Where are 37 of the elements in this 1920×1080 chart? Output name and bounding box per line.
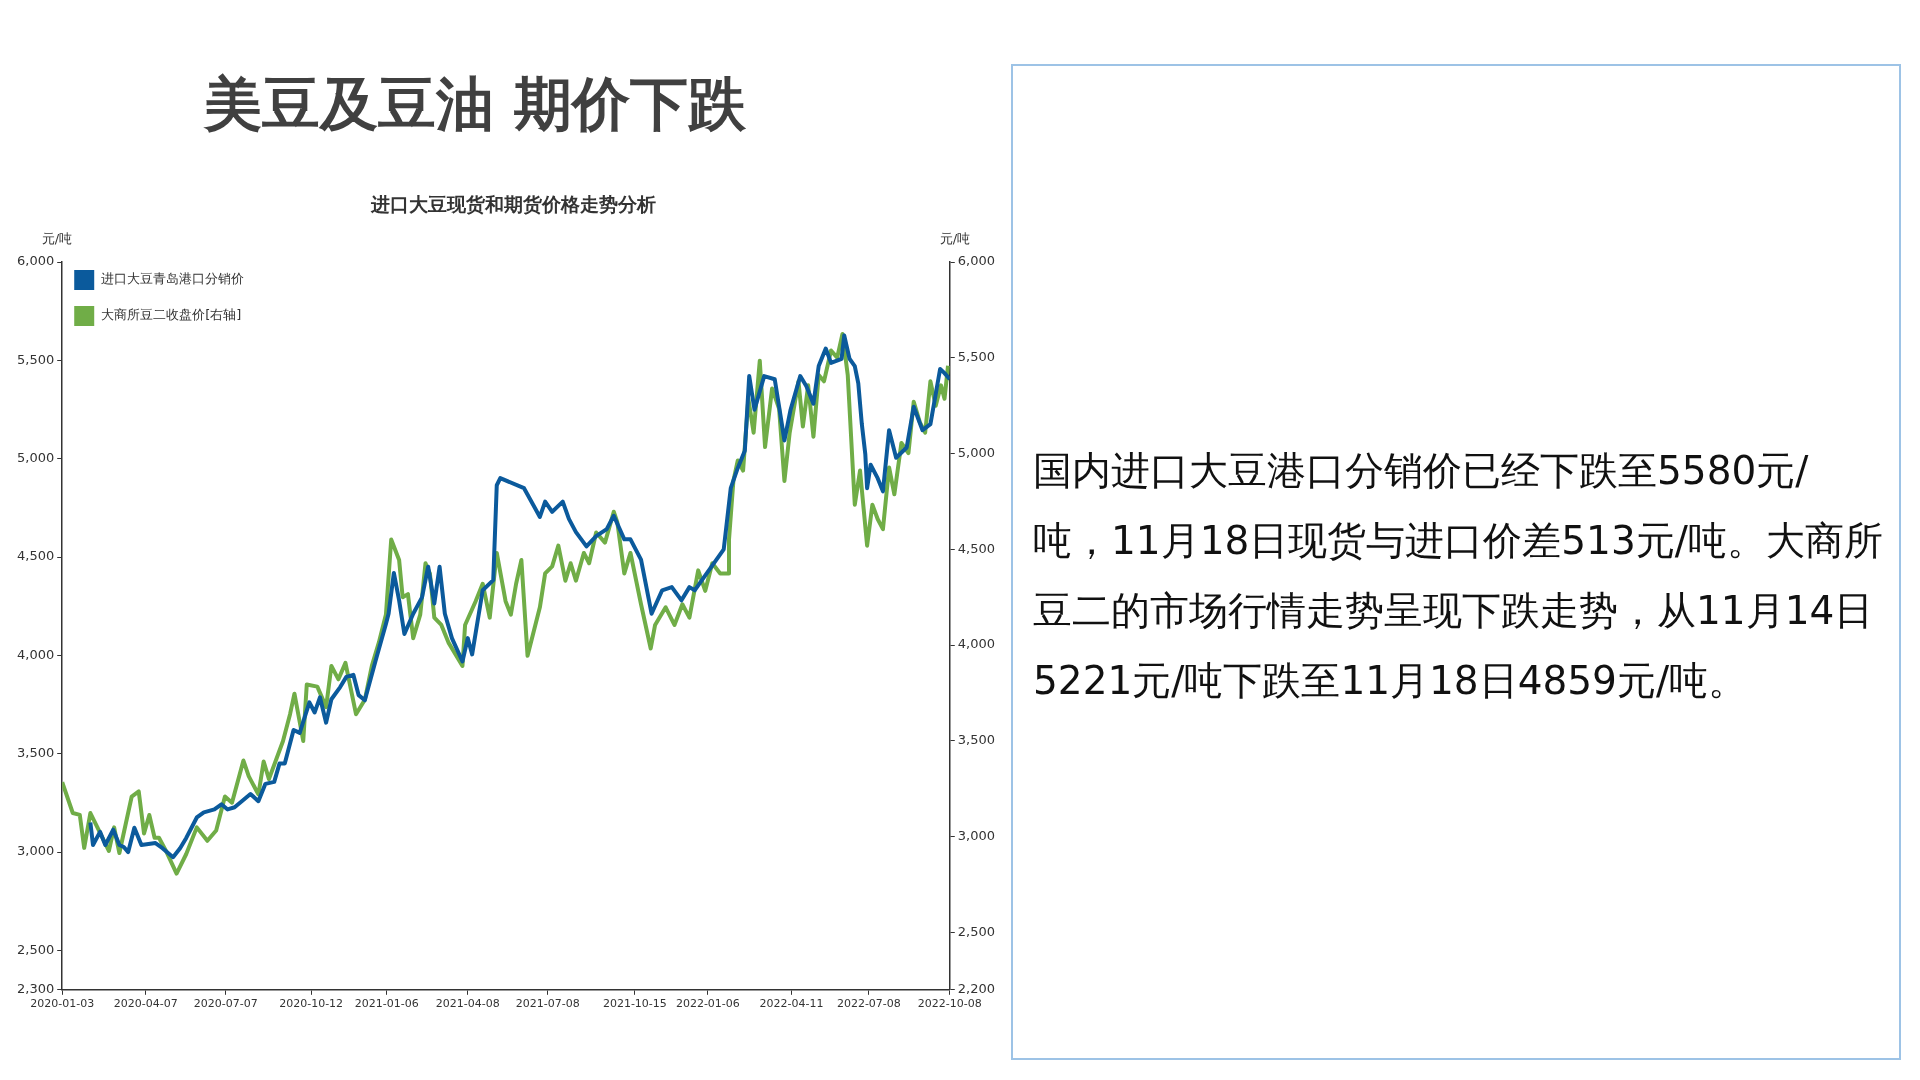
x-tick-label: 2022-10-08 (917, 997, 982, 1011)
y-tick-label: 5,000 (17, 450, 55, 466)
y2-tick-label: 6,000 (957, 253, 995, 269)
legend-label: 大商所豆二收盘价[右轴] (101, 307, 242, 323)
y-tick-label: 5,500 (17, 351, 55, 367)
y-axis-title: 元/吨 (41, 230, 73, 246)
y2-tick-label: 3,500 (957, 732, 995, 748)
x-tick-label: 2021-04-08 (435, 997, 500, 1011)
y-tick-label: 3,000 (17, 843, 55, 859)
text: 国内进口大豆港口分销价已经下跌至5580元/吨，11月18日现货与进口价差513元/吨。大商所豆二的市场行情走势呈现下跌走势，从11月14日5221元/吨下跌至11月18日4859元/吨。 (1033, 447, 1884, 705)
legend-label: 进口大豆青岛港口分销价 (101, 271, 245, 287)
y2-tick-label: 2,200 (957, 981, 995, 997)
y2-tick-label: 5,500 (957, 349, 995, 365)
y2-tick-label: 4,000 (957, 636, 995, 652)
x-tick-label: 2021-07-08 (515, 997, 580, 1011)
y2-tick-label: 5,000 (957, 444, 995, 460)
y-tick-label: 6,000 (17, 253, 55, 269)
x-tick-label: 2020-10-12 (279, 997, 344, 1011)
y2-tick-label: 4,500 (957, 540, 995, 556)
x-tick-label: 2020-01-03 (30, 997, 95, 1011)
y-tick-label: 4,500 (17, 548, 55, 564)
x-tick-label: 2021-10-15 (602, 997, 667, 1011)
y2-axis-title: 元/吨 (939, 230, 971, 246)
y2-tick-label: 2,500 (957, 923, 995, 939)
x-tick-label: 2022-01-06 (675, 997, 740, 1011)
y2-tick-label: 3,000 (957, 827, 995, 843)
chart-title: 美豆及豆油 期价下跌 (204, 69, 747, 140)
y-tick-label: 3,500 (17, 745, 55, 761)
x-tick-label: 2021-01-06 (354, 997, 419, 1011)
y-tick-label: 2,300 (17, 981, 55, 997)
y-tick-label: 2,500 (17, 941, 55, 957)
x-tick-label: 2020-04-07 (113, 997, 178, 1011)
y-tick-label: 4,000 (17, 646, 55, 662)
x-tick-label: 2020-07-07 (193, 997, 258, 1011)
chart-subtitle: 进口大豆现货和期货价格走势分析 (369, 192, 657, 217)
x-tick-label: 2022-04-11 (759, 997, 824, 1011)
x-tick-label: 2022-07-08 (836, 997, 901, 1011)
